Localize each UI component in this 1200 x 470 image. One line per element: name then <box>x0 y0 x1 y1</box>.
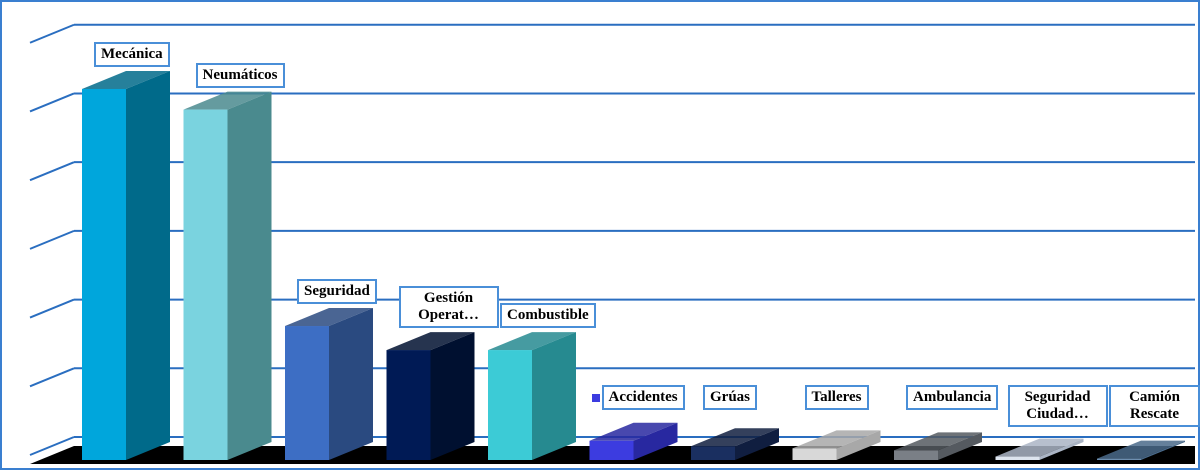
bar <box>488 332 576 460</box>
bar <box>386 332 475 460</box>
bar-face <box>735 428 779 460</box>
bar-face <box>532 332 576 460</box>
bar-face <box>386 350 431 460</box>
grid-line <box>29 92 75 113</box>
bar-face <box>329 308 373 460</box>
bar-face <box>488 350 532 460</box>
bar-face <box>836 430 881 460</box>
data-label: Grúas <box>703 385 758 410</box>
bar-face <box>430 332 475 460</box>
bar-face <box>938 432 982 460</box>
data-label: Combustible <box>500 303 596 329</box>
bar-face <box>1141 440 1185 460</box>
bar <box>691 428 779 460</box>
bar-face <box>792 430 881 449</box>
bar-face <box>1039 438 1084 460</box>
bar-face <box>995 438 1084 457</box>
bar-face <box>285 308 373 327</box>
data-label: Accidentes <box>601 385 685 410</box>
data-label: Neumáticos <box>195 62 285 88</box>
bar-face <box>1097 440 1185 459</box>
bar-face <box>488 332 576 351</box>
bar-face <box>691 428 779 447</box>
bar-face <box>126 70 170 460</box>
bar-face <box>386 332 475 351</box>
legend-swatch <box>591 393 600 402</box>
bar-face <box>589 440 634 460</box>
bar-face <box>183 91 272 110</box>
bar-face <box>633 422 678 460</box>
data-label: Talleres <box>804 385 869 410</box>
bar-face <box>995 456 1040 460</box>
grid-line <box>29 298 75 319</box>
bar-face <box>1097 458 1141 460</box>
grid-line <box>29 436 75 456</box>
bar-face <box>227 91 272 461</box>
data-label: Ambulancia <box>906 385 999 410</box>
bar-face <box>894 450 938 460</box>
bar-face <box>894 432 982 451</box>
bar-face <box>82 88 126 460</box>
bar-face <box>691 446 735 460</box>
grid-line <box>29 161 75 182</box>
data-label: Mecánica <box>94 41 170 67</box>
grid-line <box>29 23 75 44</box>
bar <box>894 432 982 460</box>
bar <box>1097 440 1185 460</box>
bar <box>82 70 170 460</box>
data-label: Seguridad Ciudad… <box>1007 385 1108 427</box>
bar <box>589 422 678 460</box>
bar-face <box>82 70 170 89</box>
bar <box>285 308 373 460</box>
data-label: Camión Rescate <box>1109 385 1200 427</box>
bar <box>792 430 881 460</box>
bar-face <box>792 448 837 460</box>
bar <box>995 438 1084 460</box>
grid-line <box>29 229 75 250</box>
bar <box>183 91 272 461</box>
bar-face <box>285 326 329 460</box>
bar-face <box>589 422 678 441</box>
grid-line <box>29 367 75 388</box>
data-label: Gestión Operat… <box>398 286 499 329</box>
data-label: Seguridad <box>297 279 377 305</box>
bar-face <box>183 109 228 461</box>
